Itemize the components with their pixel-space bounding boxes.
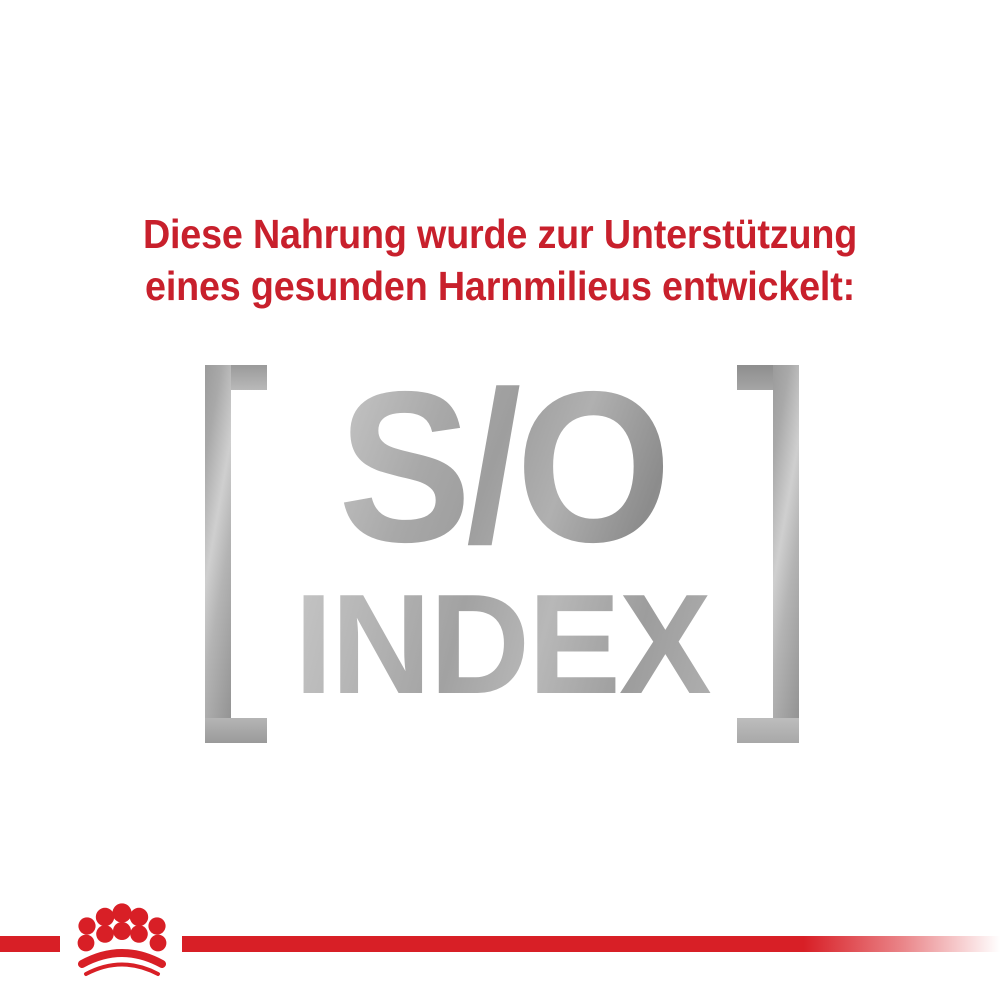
bracket-open-icon: [205, 365, 289, 743]
headline-line-1: Diese Nahrung wurde zur Unterstützung: [142, 211, 858, 257]
headline-line-2: eines gesunden Harnmilieus entwickelt:: [145, 263, 855, 309]
headline: Diese Nahrung wurde zur Unterstützung ei…: [40, 208, 960, 312]
footer-bar-left: [0, 936, 60, 952]
bracket-close-icon: [715, 365, 799, 743]
so-index-wordmark: S/O INDEX: [275, 357, 729, 743]
bracket-close-stem: [773, 365, 799, 743]
so-index-line-1: S/O: [291, 357, 713, 577]
footer-bar-right: [182, 936, 1000, 952]
footer-brand-band: [0, 900, 1000, 1000]
bracket-open-bottom-arm: [205, 718, 267, 743]
bracket-close-bottom-arm: [737, 718, 799, 743]
royal-canin-crown-icon: [60, 900, 184, 1000]
bracket-open-stem: [205, 365, 231, 743]
so-index-logo: S/O INDEX: [205, 357, 799, 743]
so-index-line-2: INDEX: [280, 570, 725, 720]
